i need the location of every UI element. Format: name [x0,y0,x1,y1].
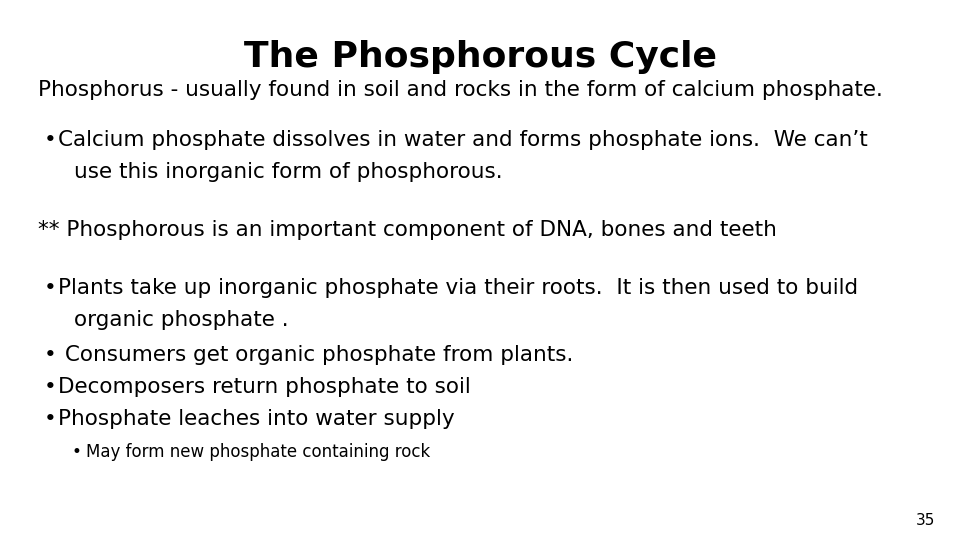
Text: •: • [44,278,57,298]
Text: •: • [44,130,57,150]
Text: Plants take up inorganic phosphate via their roots.  It is then used to build: Plants take up inorganic phosphate via t… [58,278,858,298]
Text: May form new phosphate containing rock: May form new phosphate containing rock [86,443,430,461]
Text: Consumers get organic phosphate from plants.: Consumers get organic phosphate from pla… [58,345,573,365]
Text: •: • [44,377,57,397]
Text: ** Phosphorous is an important component of DNA, bones and teeth: ** Phosphorous is an important component… [38,220,777,240]
Text: 35: 35 [916,513,935,528]
Text: •: • [44,345,57,365]
Text: Phosphorus - usually found in soil and rocks in the form of calcium phosphate.: Phosphorus - usually found in soil and r… [38,80,883,100]
Text: Calcium phosphate dissolves in water and forms phosphate ions.  We can’t: Calcium phosphate dissolves in water and… [58,130,868,150]
Text: use this inorganic form of phosphorous.: use this inorganic form of phosphorous. [74,162,503,182]
Text: •: • [72,443,82,461]
Text: Phosphate leaches into water supply: Phosphate leaches into water supply [58,409,455,429]
Text: •: • [44,409,57,429]
Text: organic phosphate .: organic phosphate . [74,310,289,330]
Text: Decomposers return phosphate to soil: Decomposers return phosphate to soil [58,377,470,397]
Text: The Phosphorous Cycle: The Phosphorous Cycle [244,40,716,74]
